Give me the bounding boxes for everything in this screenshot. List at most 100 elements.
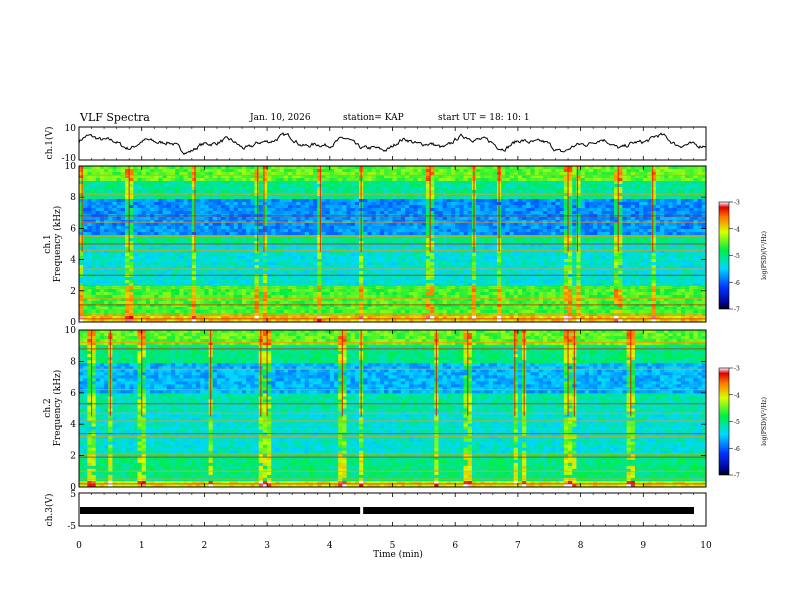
spec-cell: [300, 229, 306, 233]
spec-cell: [275, 253, 281, 257]
spec-cell: [438, 178, 444, 182]
spec-cell: [446, 259, 452, 263]
spec-cell: [379, 199, 385, 203]
spec-cell: [83, 274, 88, 278]
spec-cell: [354, 184, 360, 188]
spec-cell: [338, 226, 343, 230]
spec-cell: [124, 241, 130, 245]
spec-cell: [363, 289, 368, 293]
spec-cell: [417, 169, 423, 173]
ch1-ylabel: ch.1(V): [44, 127, 55, 160]
spec-cell: [371, 310, 377, 314]
spec-cell: [421, 229, 427, 233]
spec-cell: [354, 208, 360, 212]
spec-cell: [99, 205, 105, 209]
spec-cell: [288, 295, 293, 299]
spec-cell: [321, 277, 327, 281]
spec-cell: [124, 166, 130, 170]
spec-cell: [183, 295, 189, 299]
spec-cell: [254, 298, 260, 302]
spec-cell: [379, 232, 385, 236]
spec-cell: [242, 196, 247, 200]
spec-cell: [455, 283, 460, 287]
spec-cell: [141, 262, 147, 266]
spec-cell: [99, 229, 105, 233]
spec-cell: [216, 226, 222, 230]
spec-cell: [133, 289, 139, 293]
spec-cell: [221, 244, 226, 248]
spec-cell: [196, 205, 201, 209]
spec-cell: [99, 307, 105, 311]
spec-cell: [313, 181, 318, 185]
spec-cell: [250, 241, 256, 245]
spec-cell: [338, 259, 343, 263]
spec-cell: [417, 250, 423, 254]
spec-cell: [187, 238, 193, 242]
spec-cell: [208, 274, 214, 278]
spec-cell: [258, 319, 264, 323]
spec-cell: [99, 277, 105, 281]
spec-cell: [212, 274, 218, 278]
spec-cell: [421, 253, 427, 257]
spec-cell: [179, 166, 184, 170]
spec-cell: [129, 265, 134, 269]
spec-cell: [271, 295, 276, 299]
spec-cell: [425, 295, 431, 299]
spec-cell: [288, 289, 293, 293]
spec-cell: [145, 262, 151, 266]
spec-cell: [451, 283, 456, 287]
spec-cell: [175, 181, 180, 185]
spec-cell: [308, 280, 314, 284]
spec-cell: [388, 172, 393, 176]
spec-cell: [292, 184, 297, 188]
spec-cell: [421, 232, 427, 236]
spec-cell: [459, 202, 465, 206]
spec-cell: [467, 169, 473, 173]
spec-cell: [237, 175, 243, 179]
spec-cell: [279, 310, 285, 314]
spec-cell: [413, 274, 419, 278]
spec-cell: [129, 196, 134, 200]
spec-cell: [359, 259, 364, 263]
spec-cell: [196, 256, 201, 260]
spec-cell: [363, 238, 368, 242]
spec-cell: [154, 193, 159, 197]
spec-cell: [342, 181, 348, 185]
spec-cell: [288, 280, 293, 284]
spec-cell: [363, 184, 368, 188]
spec-cell: [275, 247, 281, 251]
spec-cell: [279, 289, 285, 293]
spec-cell: [300, 202, 306, 206]
spec-cell: [120, 169, 126, 173]
spec-cell: [350, 277, 356, 281]
spec-cell: [446, 280, 452, 284]
spec-cell: [79, 226, 84, 230]
spec-cell: [200, 187, 205, 191]
spec-cell: [99, 196, 105, 200]
spec-cell: [154, 310, 159, 314]
spec-cell: [446, 277, 452, 281]
spec-cell: [179, 301, 184, 305]
spec-cell: [392, 232, 398, 236]
spec-cell: [375, 295, 381, 299]
spec-cell: [275, 199, 281, 203]
spec-cell: [409, 208, 414, 212]
spec-cell: [400, 289, 406, 293]
spec-cell: [342, 283, 348, 287]
spec-cell: [154, 178, 159, 182]
spec-cell: [133, 202, 139, 206]
spec-cell: [321, 307, 327, 311]
spec-cell: [317, 298, 322, 302]
spec-cell: [158, 319, 164, 323]
spec-cell: [392, 196, 398, 200]
spec-cell: [162, 253, 168, 257]
spec-cell: [333, 232, 339, 236]
spec-cell: [430, 262, 435, 266]
spec-cell: [87, 310, 93, 314]
spec-cell: [467, 205, 473, 209]
spec-cell: [120, 244, 126, 248]
spec-cell: [183, 217, 189, 221]
spec-cell: [438, 199, 444, 203]
spec-cell: [162, 280, 168, 284]
spec-cell: [91, 268, 97, 272]
